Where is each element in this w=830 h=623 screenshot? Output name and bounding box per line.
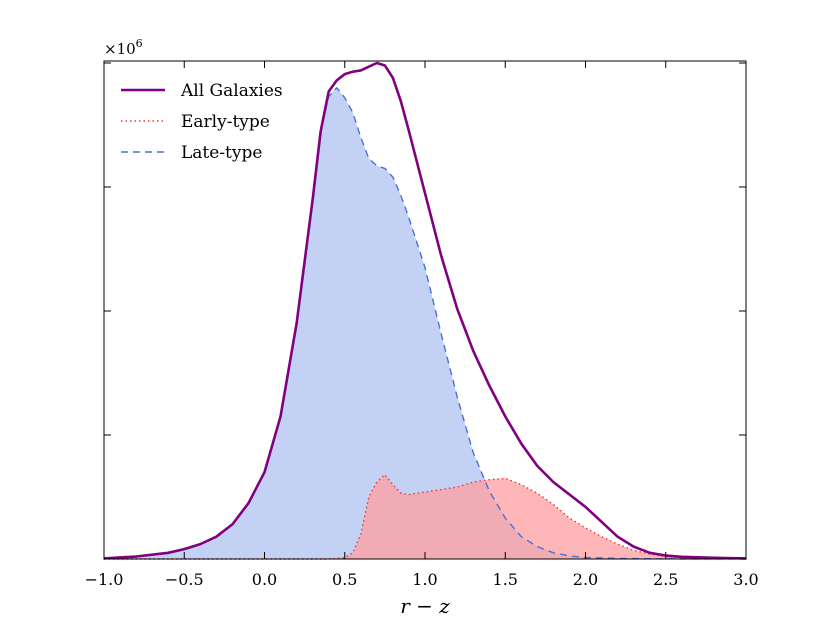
legend: All Galaxies Early-type Late-type xyxy=(121,81,283,163)
legend-label: Early-type xyxy=(181,112,270,132)
legend-label: All Galaxies xyxy=(180,81,283,101)
x-tick-label: −0.5 xyxy=(165,570,204,589)
series-fill-early-type xyxy=(104,474,746,559)
legend-label: Late-type xyxy=(181,143,262,163)
x-axis-label: r − z xyxy=(400,594,450,618)
x-tick-label: −1.0 xyxy=(85,570,124,589)
x-tick-label: 2.5 xyxy=(653,570,678,589)
series-fills xyxy=(104,87,746,560)
x-tick-label: 1.0 xyxy=(412,570,437,589)
series-lines xyxy=(103,61,747,560)
y-multiplier-label: ×106 xyxy=(104,37,143,58)
axis-ticks xyxy=(103,61,747,560)
x-tick-label: 3.0 xyxy=(733,570,758,589)
x-tick-label: 1.5 xyxy=(493,570,518,589)
series-fill-late-type xyxy=(104,87,746,560)
x-tick-label: 0.5 xyxy=(332,570,357,589)
x-tick-labels: −1.0 −0.5 0.0 0.5 1.0 1.5 2.0 2.5 3.0 xyxy=(85,570,759,589)
series-line-all-galaxies xyxy=(103,61,747,560)
series-line-early-type xyxy=(104,473,747,560)
x-tick-label: 0.0 xyxy=(252,570,277,589)
x-tick-label: 2.0 xyxy=(573,570,598,589)
